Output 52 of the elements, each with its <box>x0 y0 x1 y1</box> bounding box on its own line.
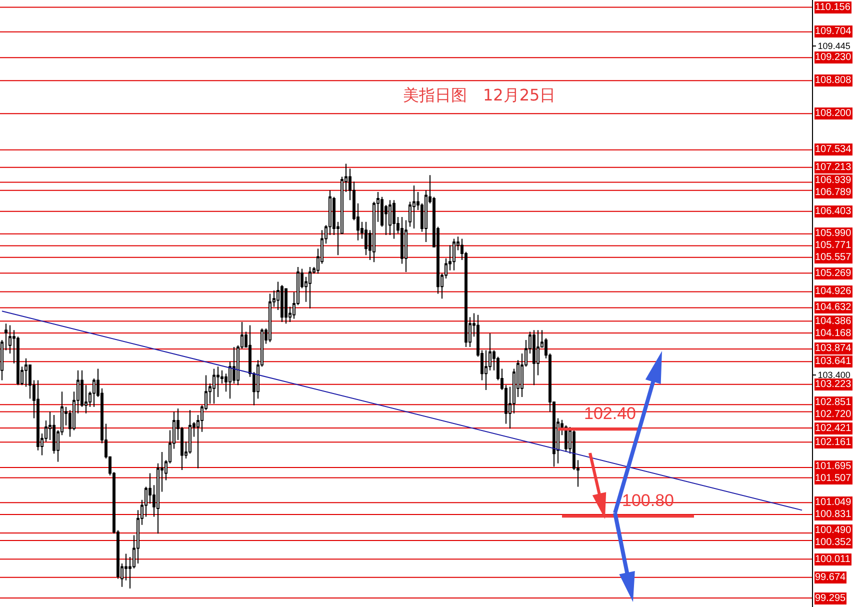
ref-line-label: 103.874 <box>815 343 852 354</box>
candlestick <box>392 200 396 240</box>
ref-line-label: 101.507 <box>815 473 852 484</box>
ref-line-label: 102.161 <box>815 437 852 448</box>
ref-line-label: 108.200 <box>815 108 852 119</box>
ref-line-label: 102.851 <box>815 397 852 408</box>
candlestick <box>364 221 368 256</box>
ref-line-label: 104.632 <box>815 302 852 313</box>
ref-line-label: 105.990 <box>815 228 852 239</box>
ref-line-label: 105.771 <box>815 240 852 251</box>
ref-line-label: 103.223 <box>815 379 852 390</box>
ref-line-label: 109.230 <box>815 52 852 63</box>
ref-line-label: 106.789 <box>815 187 852 198</box>
candlestick <box>388 200 392 236</box>
ref-line-label: 100.352 <box>815 537 852 548</box>
ref-line-label: 109.704 <box>815 26 852 37</box>
ref-line-label: 105.557 <box>815 252 852 263</box>
ref-line-label: 104.386 <box>815 316 852 327</box>
ref-line-label: 107.534 <box>815 144 852 155</box>
text: 美指日图 12月25日 <box>403 86 556 105</box>
ref-line-label: 108.808 <box>815 75 852 86</box>
candlestick <box>188 410 192 454</box>
candlestick <box>308 266 312 309</box>
ref-line-label: 107.213 <box>815 162 852 173</box>
candlestick <box>212 368 216 404</box>
candlestick <box>412 184 416 229</box>
ref-line-label: 99.295 <box>815 593 846 604</box>
y-tick-label: 109.445 <box>818 41 850 52</box>
candlestick <box>4 323 8 351</box>
ref-line-label: 101.695 <box>815 461 852 472</box>
y-tick-label: 103.400 <box>818 370 850 380</box>
ref-line-label: 105.269 <box>815 268 852 279</box>
ref-line-label: 106.403 <box>815 206 852 217</box>
ref-line-label: 104.926 <box>815 286 852 297</box>
ref-line-label: 110.156 <box>815 2 851 13</box>
candlestick <box>404 220 408 272</box>
candlestick <box>284 288 288 324</box>
candlestick <box>532 330 536 386</box>
ref-line-label: 102.421 <box>815 423 852 434</box>
ref-line-label: 104.168 <box>815 328 852 339</box>
candlestick <box>248 324 252 378</box>
candlestick <box>452 238 456 271</box>
ref-line-label: 101.049 <box>815 497 852 508</box>
ref-line-label: 100.831 <box>815 509 852 520</box>
candlestick <box>268 293 272 343</box>
ref-line-label: 100.490 <box>815 525 852 536</box>
ref-line-label: 100.011 <box>815 554 851 565</box>
ref-line-label: 103.641 <box>815 356 852 367</box>
ref-line-label: 106.939 <box>815 175 852 186</box>
ref-line-label: 102.720 <box>815 409 852 420</box>
ref-line-label: 99.674 <box>815 572 846 583</box>
candlestick <box>280 284 284 322</box>
